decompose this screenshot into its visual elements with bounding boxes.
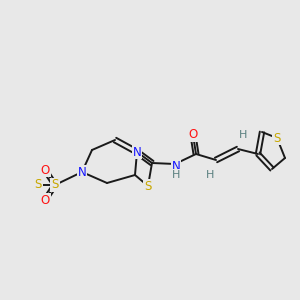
Text: N: N [172,160,180,172]
Text: O: O [40,194,50,206]
Text: N: N [78,166,86,178]
Text: O: O [188,128,198,142]
Text: S: S [34,178,42,191]
Text: H: H [172,170,180,180]
Text: S: S [273,131,281,145]
Text: S: S [144,179,152,193]
Text: S: S [51,178,59,191]
Text: S: S [51,178,59,191]
Text: H: H [239,130,247,140]
Text: H: H [206,170,214,180]
Text: O: O [40,164,50,176]
Text: N: N [133,146,141,158]
